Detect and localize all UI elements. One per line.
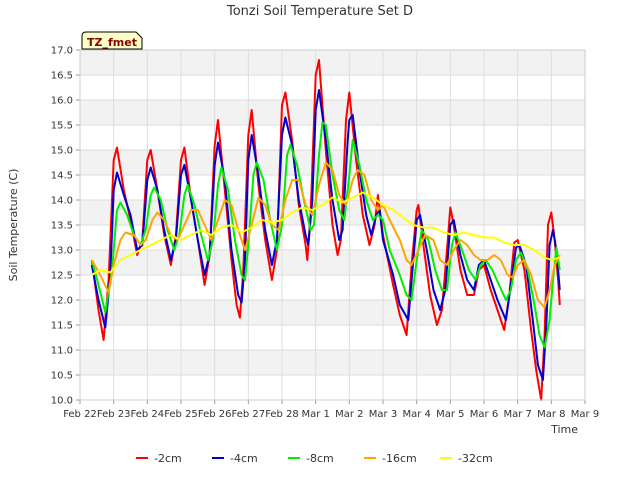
y-tick-label: 12.5 [51, 271, 73, 282]
y-tick-label: 12.0 [51, 296, 73, 307]
y-tick-label: 15.5 [51, 121, 73, 132]
series-lines [90, 59, 561, 401]
plot-band [80, 125, 585, 150]
legend-label: -16cm [382, 452, 417, 465]
legend-label: -32cm [458, 452, 493, 465]
plot-band [80, 250, 585, 275]
y-tick-label: 14.0 [51, 196, 73, 207]
y-tick-label: 16.5 [51, 71, 73, 82]
series-line-4cmcm [90, 89, 561, 381]
x-tick-label: Mar 8 [537, 409, 565, 420]
y-tick-label: 13.5 [51, 221, 73, 232]
y-tick-label: 16.0 [51, 96, 73, 107]
x-tick-label: Feb 25 [164, 409, 198, 420]
plot-band [80, 50, 585, 75]
y-tick-label: 11.5 [51, 321, 73, 332]
x-axis-label: Time [550, 423, 578, 436]
series-line-32cmcm [91, 191, 561, 276]
x-tick-label: Feb 22 [63, 409, 97, 420]
x-tick-label: Mar 2 [335, 409, 363, 420]
plot-frame [79, 49, 586, 401]
plot-band [80, 375, 585, 400]
x-tick-label: Mar 3 [369, 409, 397, 420]
site-tag-box [81, 31, 143, 50]
y-tick-label: 14.5 [51, 171, 73, 182]
x-tick-label: Mar 5 [436, 409, 464, 420]
site-tag-label: TZ_fmet [87, 36, 137, 49]
y-axis-label: Soil Temperature (C) [7, 169, 20, 282]
chart-title: Tonzi Soil Temperature Set D [226, 4, 413, 19]
x-tick-label: Mar 6 [470, 409, 498, 420]
x-tick-label: Feb 27 [232, 409, 266, 420]
y-tick-label: 17.0 [51, 46, 73, 57]
x-tick-label: Feb 26 [198, 409, 232, 420]
series-line-16cmcm [90, 161, 561, 309]
x-tick-label: Mar 1 [301, 409, 329, 420]
plot-band [80, 325, 585, 350]
x-tick-label: Mar 9 [571, 409, 599, 420]
x-tick-label: Feb 28 [265, 409, 299, 420]
legend-label: -4cm [230, 452, 258, 465]
legend: -2cm -4cm -8cm -16cm -32cm [136, 452, 493, 465]
y-tick-label: 13.0 [51, 246, 73, 257]
site-tag: TZ_fmet [81, 31, 143, 50]
plot-band [80, 75, 585, 100]
legend-label: -8cm [306, 452, 334, 465]
y-axis-ticks: 10.0 10.5 11.0 11.5 12.0 12.5 13.0 13.5 14.0 14.5… [51, 46, 80, 407]
y-tick-label: 15.0 [51, 146, 73, 157]
x-tick-label: Feb 23 [97, 409, 131, 420]
plot-band [80, 100, 585, 125]
y-tick-label: 11.0 [51, 346, 73, 357]
x-axis-ticks: Feb 22 Feb 23 Feb 24 Feb 25 Feb 26 Feb 27 Feb … [63, 400, 599, 420]
y-tick-label: 10.0 [51, 396, 73, 407]
legend-label: -2cm [154, 452, 182, 465]
plot-band [80, 350, 585, 375]
x-tick-label: Mar 7 [503, 409, 531, 420]
y-tick-label: 10.5 [51, 371, 73, 382]
x-tick-label: Feb 24 [131, 409, 165, 420]
plot-band [80, 300, 585, 325]
x-tick-label: Mar 4 [402, 409, 430, 420]
